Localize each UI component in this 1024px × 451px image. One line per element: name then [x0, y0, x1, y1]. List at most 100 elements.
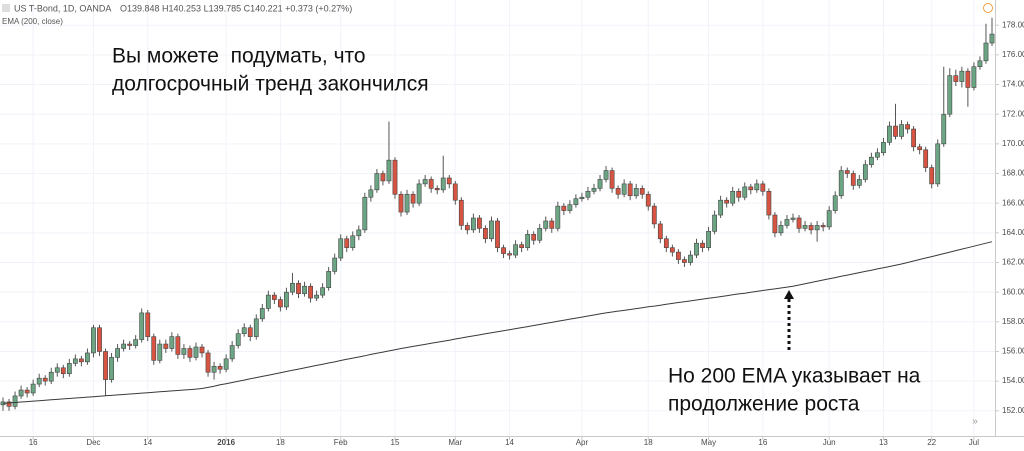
candle-body	[103, 351, 108, 380]
candle-body	[284, 291, 289, 308]
candle-body	[48, 371, 54, 382]
candle-body	[549, 220, 555, 229]
candle-body	[302, 285, 307, 294]
candle-body	[748, 186, 754, 191]
candle-body	[428, 179, 434, 189]
candle-body	[585, 191, 591, 198]
candle-body	[368, 189, 374, 198]
candle-body	[736, 191, 742, 198]
candle-body	[850, 173, 856, 186]
candle-body	[217, 365, 223, 370]
candle-body	[416, 183, 422, 204]
candle-body	[320, 287, 326, 296]
alert-icon[interactable]	[983, 3, 993, 13]
candle-body	[676, 251, 681, 260]
x-tick-label: 18	[644, 438, 653, 447]
marks	[0, 17, 995, 411]
candle-body	[760, 183, 766, 192]
candle-body	[718, 199, 724, 216]
candle-body	[579, 196, 585, 200]
candle-body	[862, 164, 868, 180]
candle-body	[519, 244, 525, 248]
candle-body	[633, 188, 639, 197]
x-tick-label: 14	[505, 438, 514, 447]
candle-body	[30, 383, 36, 394]
candle-body	[802, 225, 808, 229]
candle-body	[392, 159, 398, 195]
candle-body	[145, 312, 151, 337]
candle-body	[682, 259, 687, 263]
candle-body	[537, 228, 543, 241]
candle-body	[657, 223, 663, 240]
candle-body	[356, 229, 362, 237]
candle-body	[398, 193, 404, 213]
y-tick-label: 172.000	[1002, 109, 1024, 118]
annotation-text: продолжение роста	[668, 393, 860, 416]
indicator-label: EMA (200, close)	[2, 17, 63, 26]
candle-body	[555, 205, 561, 229]
candle-body	[501, 247, 506, 254]
candle-body	[235, 333, 241, 346]
candle-body	[784, 219, 790, 226]
candle-body	[887, 125, 892, 143]
candle-body	[205, 352, 211, 373]
candle-body	[778, 225, 784, 234]
candle-body	[531, 234, 537, 241]
candle-body	[706, 231, 711, 248]
candle-body	[163, 343, 169, 349]
candle-body	[712, 214, 717, 232]
candle-body	[458, 199, 464, 226]
candle-body	[669, 247, 675, 253]
y-tick-label: 174.000	[1002, 80, 1024, 89]
candle-body	[959, 70, 965, 82]
candle-body	[917, 146, 923, 151]
candle-body	[567, 204, 573, 211]
candle-body	[513, 244, 518, 256]
candle-body	[259, 308, 265, 320]
candle-body	[344, 238, 350, 248]
candle-body	[24, 389, 30, 394]
candle-body	[971, 66, 977, 88]
candle-body	[60, 367, 66, 375]
candle-body	[404, 193, 410, 213]
candle-body	[18, 389, 24, 397]
x-tick-label: 15	[391, 438, 400, 447]
ema-line	[2, 241, 993, 404]
candle-body	[621, 183, 627, 195]
scroll-button[interactable]: »	[972, 416, 978, 427]
candle-body	[199, 346, 205, 354]
candle-body	[645, 193, 651, 207]
x-tick-label: 16	[29, 438, 38, 447]
candle-body	[573, 198, 579, 205]
candle-body	[507, 253, 512, 256]
candle-body	[97, 327, 102, 352]
candle-body	[386, 159, 392, 182]
x-tick-label: Mar	[448, 438, 462, 447]
candle-body	[151, 336, 157, 361]
y-tick-label: 178.000	[1002, 20, 1024, 29]
candle-body	[977, 60, 983, 68]
candle-body	[989, 33, 995, 44]
candle-body	[893, 125, 898, 137]
candle-body	[36, 377, 42, 385]
candle-body	[772, 214, 778, 234]
candle-body	[350, 235, 356, 248]
labels: 152.000 154.000 156.000 158.000 160.000 162.0…	[29, 20, 1024, 447]
candle-body	[591, 188, 597, 192]
candle-body	[832, 195, 838, 211]
candle-body	[983, 42, 989, 62]
x-tick-label: Jul	[969, 438, 979, 447]
candle-body	[169, 336, 175, 349]
candle-body	[868, 156, 874, 165]
symbol-icon[interactable]	[2, 4, 10, 12]
candle-body	[229, 345, 235, 360]
candle-body	[663, 238, 669, 248]
annotation-text: долгосрочный тренд закончился	[112, 73, 429, 96]
candle-body	[6, 401, 12, 407]
candle-body	[181, 348, 187, 355]
candle-body	[694, 242, 699, 256]
candle-body	[139, 312, 145, 340]
candle-body	[374, 173, 380, 191]
candle-body	[561, 205, 567, 211]
